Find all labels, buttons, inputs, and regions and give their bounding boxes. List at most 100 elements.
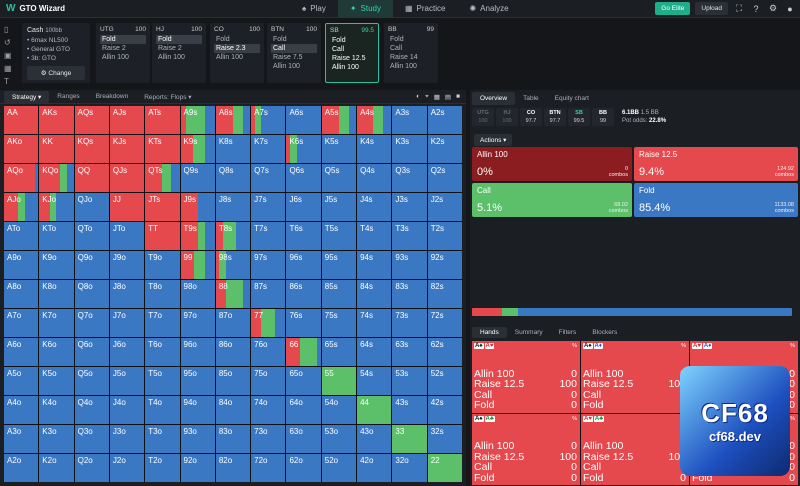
hand-cell[interactable]: KQs	[74, 135, 109, 163]
hand-cell[interactable]: AKs	[39, 106, 74, 134]
history-icon[interactable]: ↺	[4, 38, 11, 47]
hand-cell[interactable]: Q6o	[74, 338, 109, 366]
hand-cell[interactable]: 65o	[286, 367, 321, 395]
hand-cell[interactable]: ATo	[4, 222, 39, 250]
hand-cell[interactable]: QJs	[109, 164, 145, 192]
action-box-raise[interactable]: Raise 12.5 9.4% 124.92 combos	[634, 147, 798, 181]
hand-cell[interactable]: A4s	[357, 106, 392, 134]
hand-cell[interactable]: J4o	[109, 396, 145, 424]
hand-cell[interactable]: AQo	[4, 164, 39, 192]
tab-filters[interactable]: Filters	[558, 328, 577, 336]
hand-cell[interactable]: 52o	[321, 454, 357, 482]
tab-hands[interactable]: Hands	[472, 326, 507, 338]
hand-cell[interactable]: A3o	[4, 425, 39, 453]
hand-cell[interactable]: T2s	[427, 222, 462, 250]
position-card-bb[interactable]: BB 99 Fold Call Raise 14 Allin 100	[384, 23, 438, 83]
hand-cell[interactable]: 87o	[215, 309, 251, 337]
position-action[interactable]: Raise 12.5	[332, 55, 366, 62]
hand-cell[interactable]: T8s	[215, 222, 251, 250]
hand-cell[interactable]: KK	[39, 135, 74, 163]
hand-cell[interactable]: A2s	[427, 106, 462, 134]
position-action[interactable]: Allin 100	[273, 63, 300, 70]
hand-cell[interactable]: 72o	[251, 454, 286, 482]
hand-cell[interactable]: K3s	[392, 135, 427, 163]
hand-cell[interactable]: 97o	[180, 309, 215, 337]
hand-cell[interactable]: 22	[427, 454, 462, 482]
hand-cell[interactable]: AKo	[4, 135, 39, 163]
hand-cell[interactable]: A9o	[4, 251, 39, 279]
user-icon[interactable]: ●	[787, 3, 793, 14]
hand-cell[interactable]: 84o	[215, 396, 251, 424]
hand-cell[interactable]: 66	[286, 338, 321, 366]
hand-cell[interactable]: 42o	[357, 454, 392, 482]
hand-cell[interactable]: 54o	[321, 396, 357, 424]
tab-ranges[interactable]: Ranges	[57, 93, 80, 100]
phone-icon[interactable]: ▯	[4, 25, 9, 34]
hand-cell[interactable]: K3o	[39, 425, 74, 453]
hand-cell[interactable]: AQs	[74, 106, 109, 134]
position-action[interactable]: Fold	[216, 36, 230, 43]
hand-cell[interactable]: K8o	[39, 280, 74, 308]
position-action[interactable]: Fold	[100, 35, 146, 44]
hand-cell[interactable]: Q3s	[392, 164, 427, 192]
mini-position-btn[interactable]: BTN 97.7	[544, 108, 566, 126]
hand-cell[interactable]: 62o	[286, 454, 321, 482]
hand-cell[interactable]: T6s	[286, 222, 321, 250]
hand-cell[interactable]: A4o	[4, 396, 39, 424]
position-action[interactable]: Allin 100	[102, 54, 129, 61]
hand-cell[interactable]: 52s	[427, 367, 462, 395]
position-card-co[interactable]: CO 100 Fold Raise 2.3 Allin 100	[210, 23, 264, 83]
mini-position-bb[interactable]: BB 99	[592, 108, 614, 126]
hand-cell[interactable]: J4s	[357, 193, 392, 221]
hand-cell[interactable]: Q6s	[286, 164, 321, 192]
hand-cell[interactable]: K9o	[39, 251, 74, 279]
hand-cell[interactable]: Q5o	[74, 367, 109, 395]
hand-cell[interactable]: 77	[251, 309, 286, 337]
position-action[interactable]: Fold	[273, 36, 287, 43]
hand-cell[interactable]: K4s	[357, 135, 392, 163]
hand-cell[interactable]: T3s	[392, 222, 427, 250]
hand-cell[interactable]: J9o	[109, 251, 145, 279]
position-action[interactable]: Allin 100	[158, 54, 185, 61]
save-icon[interactable]: ▣	[4, 51, 12, 60]
position-action[interactable]: Fold	[156, 35, 202, 44]
hand-cell[interactable]: 85o	[215, 367, 251, 395]
hand-cell[interactable]: 75o	[251, 367, 286, 395]
hand-cell[interactable]: T2o	[145, 454, 180, 482]
hand-cell[interactable]: T6o	[145, 338, 180, 366]
nav-analyze[interactable]: ✺ Analyze	[457, 0, 520, 18]
hand-cell[interactable]: 33	[392, 425, 427, 453]
hand-cell[interactable]: 75s	[321, 309, 357, 337]
nav-practice[interactable]: ▦ Practice	[393, 0, 457, 18]
hand-cell[interactable]: 76o	[251, 338, 286, 366]
hand-cell[interactable]: T4o	[145, 396, 180, 424]
hand-cell[interactable]: K2o	[39, 454, 74, 482]
mini-position-sb[interactable]: SB 99.5	[568, 108, 590, 126]
hand-cell[interactable]: 94o	[180, 396, 215, 424]
action-box-allin[interactable]: Allin 100 0% 0 combos	[472, 147, 632, 181]
actions-dropdown[interactable]: Actions ▾	[474, 134, 513, 146]
hand-cell[interactable]: 84s	[357, 280, 392, 308]
hand-cell[interactable]: 97s	[251, 251, 286, 279]
change-game-button[interactable]: ⚙ Change	[27, 66, 85, 80]
hand-cell[interactable]: J7s	[251, 193, 286, 221]
hand-cell[interactable]: J8s	[215, 193, 251, 221]
hand-cell[interactable]: 95s	[321, 251, 357, 279]
position-action[interactable]: Raise 2.3	[214, 44, 260, 53]
hand-cell[interactable]: 83s	[392, 280, 427, 308]
hand-cell[interactable]: T7s	[251, 222, 286, 250]
hand-cell[interactable]: 76s	[286, 309, 321, 337]
mini-position-utg[interactable]: UTG 100	[472, 108, 494, 126]
hand-cell[interactable]: Q7s	[251, 164, 286, 192]
hand-cell[interactable]: J8o	[109, 280, 145, 308]
hand-cell[interactable]: K8s	[215, 135, 251, 163]
position-card-hj[interactable]: HJ 100 Fold Raise 2 Allin 100	[152, 23, 206, 83]
hand-cell[interactable]: ATs	[145, 106, 180, 134]
hand-cell[interactable]: 43o	[357, 425, 392, 453]
hand-cell[interactable]: 92s	[427, 251, 462, 279]
hand-cell[interactable]: J2s	[427, 193, 462, 221]
position-action[interactable]: Raise 7.5	[273, 54, 303, 61]
hand-cell[interactable]: Q9o	[74, 251, 109, 279]
upload-button[interactable]: Upload	[695, 2, 728, 15]
hand-cell[interactable]: T5s	[321, 222, 357, 250]
